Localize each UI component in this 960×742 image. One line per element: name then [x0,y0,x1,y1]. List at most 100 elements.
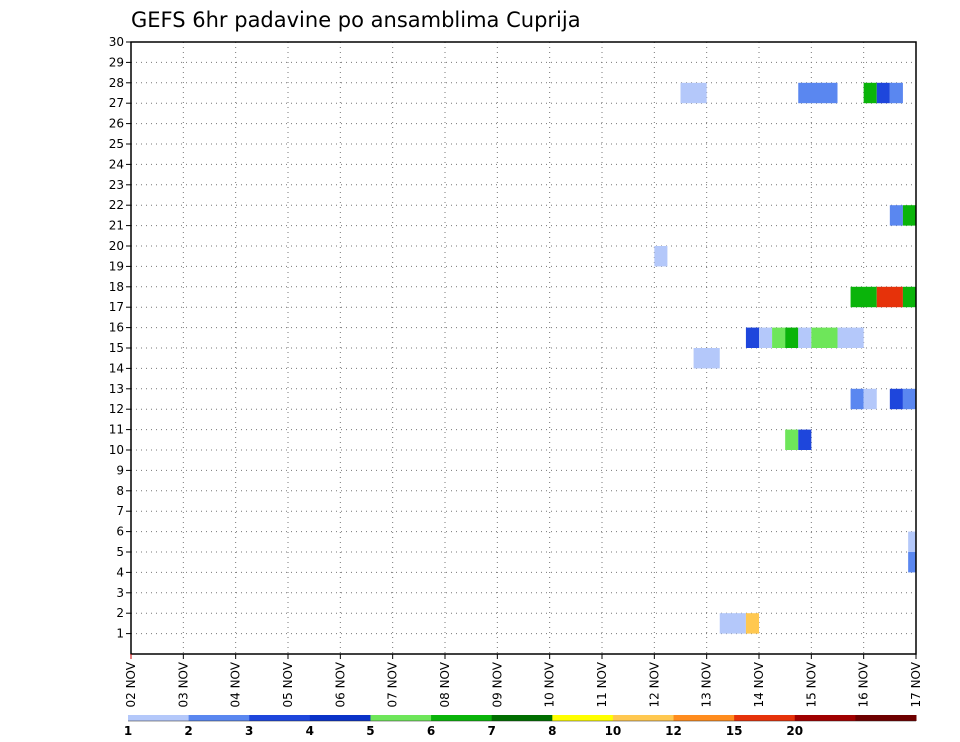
y-tick-label: 20 [109,239,124,253]
precip-cell [908,531,916,552]
colorbar-swatch [370,715,432,721]
y-tick-label: 30 [109,35,124,49]
x-tick-label: 06 NOV [333,661,347,707]
precip-cell [772,327,786,348]
precip-cell [680,82,707,104]
colorbar-label: 5 [366,724,374,738]
y-tick-label: 23 [109,178,124,192]
precip-cell [889,205,903,226]
y-axis: 1234567891011121314151617181920212223242… [109,35,131,641]
colorbar-label: 4 [306,724,314,738]
precip-cell [745,327,759,348]
y-tick-label: 11 [109,423,124,437]
precip-cells [654,82,916,634]
precip-cell [798,82,838,104]
y-tick-label: 2 [116,606,124,620]
y-tick-label: 19 [109,259,124,273]
colorbar-swatch [128,715,190,721]
precip-cell [863,388,877,410]
colorbar-label: 8 [548,724,556,738]
precip-cell [745,613,759,634]
x-tick-label: 02 NOV [124,661,138,707]
precip-cell [785,327,799,348]
x-tick-label: 17 NOV [909,661,923,707]
y-tick-label: 22 [109,198,124,212]
precip-cell [785,429,799,450]
precip-cell [889,82,903,104]
colorbar-swatch [855,715,917,721]
colorbar-swatch [734,715,796,721]
colorbar-label: 20 [786,724,803,738]
x-tick-label: 05 NOV [281,661,295,707]
x-tick-label: 10 NOV [543,661,557,707]
colorbar-label: 10 [605,724,622,738]
precip-cell [876,286,903,308]
precip-cell [876,82,890,104]
colorbar-swatch [249,715,311,721]
y-tick-label: 6 [116,525,124,539]
y-tick-label: 5 [116,545,124,559]
colorbar: 1 2 3 4 5 6 7 8 10 12 15 20 [124,715,917,738]
precip-cell [863,82,877,104]
y-tick-label: 14 [109,361,124,375]
precip-cell [850,388,864,410]
x-tick-label: 13 NOV [700,661,714,707]
colorbar-label: 2 [184,724,192,738]
y-tick-label: 12 [109,402,124,416]
x-tick-label: 07 NOV [386,661,400,707]
precip-cell [654,246,668,267]
colorbar-swatch [188,715,250,721]
x-tick-label: 14 NOV [752,661,766,707]
x-axis: 02 NOV 03 NOV 04 NOV 05 NOV 06 NOV 07 NOV 08 N… [124,654,923,708]
precip-cell [889,388,903,410]
colorbar-label: 7 [488,724,496,738]
precip-cell [902,388,916,410]
y-tick-label: 27 [109,96,124,110]
y-tick-label: 18 [109,280,124,294]
colorbar-swatch [794,715,856,721]
y-tick-label: 17 [109,300,124,314]
x-tick-label: 04 NOV [229,661,243,707]
colorbar-label: 12 [665,724,682,738]
precip-cell [693,348,720,369]
y-tick-label: 29 [109,55,124,69]
x-tick-label: 09 NOV [490,661,504,707]
precip-cell [759,327,773,348]
x-tick-label: 15 NOV [804,661,818,707]
precip-cell [811,327,838,348]
y-tick-label: 10 [109,443,124,457]
y-tick-label: 16 [109,321,124,335]
colorbar-swatch [612,715,675,721]
y-tick-label: 7 [116,504,124,518]
x-tick-label: 12 NOV [647,661,661,707]
colorbar-label: 1 [124,724,132,738]
y-tick-label: 28 [109,76,124,90]
chart-title: GEFS 6hr padavine po ansamblima Cuprija [131,8,581,32]
y-tick-label: 8 [116,484,124,498]
x-tick-label: 16 NOV [857,661,871,707]
colorbar-swatch [309,715,371,721]
colorbar-label: 6 [427,724,435,738]
x-tick-label: 11 NOV [595,661,609,707]
precip-cell [902,286,916,308]
x-tick-label: 08 NOV [438,661,452,707]
colorbar-swatch [491,715,553,721]
y-tick-label: 24 [109,157,124,171]
y-tick-label: 13 [109,382,124,396]
colorbar-swatch [431,715,493,721]
colorbar-swatch [552,715,614,721]
y-tick-label: 3 [116,586,124,600]
precip-cell [902,205,916,226]
y-tick-label: 1 [116,627,124,641]
precip-cell [837,327,864,348]
colorbar-swatch [673,715,735,721]
y-tick-label: 21 [109,219,124,233]
y-tick-label: 9 [116,463,124,477]
precip-cell [719,613,746,634]
colorbar-label: 3 [245,724,253,738]
x-tick-label: 03 NOV [176,661,190,707]
precip-cell [908,552,916,573]
y-tick-label: 25 [109,137,124,151]
precip-cell [798,327,812,348]
